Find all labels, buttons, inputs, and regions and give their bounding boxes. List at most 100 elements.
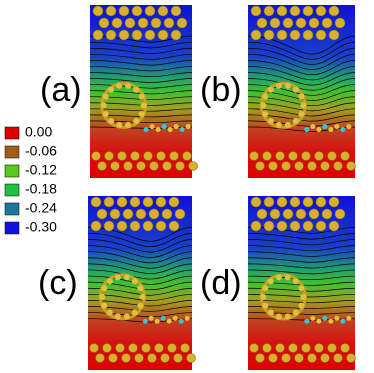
atom [122,208,134,220]
atom [328,127,334,133]
atom [139,293,146,300]
atom [256,17,268,29]
contour-line [87,239,193,253]
atom [123,274,130,281]
atom [275,313,282,320]
contour-line [87,293,193,301]
atom [321,17,333,29]
atom [179,127,185,133]
atom [123,313,130,320]
atom [308,208,320,220]
atom [292,86,299,93]
atom [334,17,346,29]
atom [301,343,311,353]
legend-swatch [4,202,20,216]
atom [298,285,305,292]
atom [143,127,149,133]
atom [188,161,198,171]
atom [100,102,107,109]
atom [250,5,262,17]
atom [310,124,316,130]
atom [275,343,285,353]
atom [333,353,343,363]
atom [117,151,127,161]
atom [267,86,274,93]
contour-line [89,53,193,60]
atom [97,161,107,171]
atom [262,343,272,353]
atom [267,117,274,124]
atom [178,318,184,324]
atom [263,5,275,17]
atom [315,5,327,17]
atom [105,5,117,17]
atom [292,309,299,316]
atom [161,208,173,220]
atom [125,82,132,89]
panel-label: (b) [200,71,242,109]
atom [108,86,115,93]
atom [125,121,132,128]
atom [149,161,159,171]
atom [302,29,314,41]
atom [106,309,113,316]
atom [141,343,151,353]
atom [276,29,288,41]
contour-line [87,300,193,307]
atom [116,196,128,208]
contour-line [247,269,356,275]
contour-line [247,66,356,81]
legend-swatch [4,164,20,178]
atom [95,353,105,363]
atom [263,220,275,232]
atom [294,353,304,363]
atom [129,220,141,232]
atom [89,343,99,353]
atom [140,102,147,109]
atom [249,151,259,161]
contour-line [89,60,193,66]
atom [170,5,182,17]
atom [134,353,144,363]
atom [182,151,192,161]
contour-line [247,96,356,107]
contour-line [247,60,356,76]
atom [276,220,288,232]
atom [268,353,278,363]
atom [284,121,291,128]
atom [96,208,108,220]
atom [298,111,305,118]
legend-swatch [4,221,20,235]
atom [275,121,282,128]
atom [307,353,317,363]
atom [255,161,265,171]
atom [155,127,161,133]
atom [269,17,281,29]
atom [302,220,314,232]
atom [161,124,167,130]
atom [328,318,334,324]
atom [131,309,138,316]
atom [110,161,120,171]
atom [150,17,162,29]
atom [294,161,304,171]
panel [89,5,198,178]
panel [247,5,356,178]
contour-line [87,318,193,323]
atom [101,285,108,292]
atom [142,318,148,324]
atom [268,161,278,171]
atom [340,127,346,133]
atom [282,17,294,29]
atom [320,353,330,363]
atom [320,161,330,171]
atom [102,343,112,353]
atom [322,124,328,130]
atom [295,208,307,220]
atom [137,302,144,309]
atom [328,196,340,208]
atom [334,315,340,321]
atom [281,161,291,171]
atom [108,353,118,363]
atom [249,343,259,353]
